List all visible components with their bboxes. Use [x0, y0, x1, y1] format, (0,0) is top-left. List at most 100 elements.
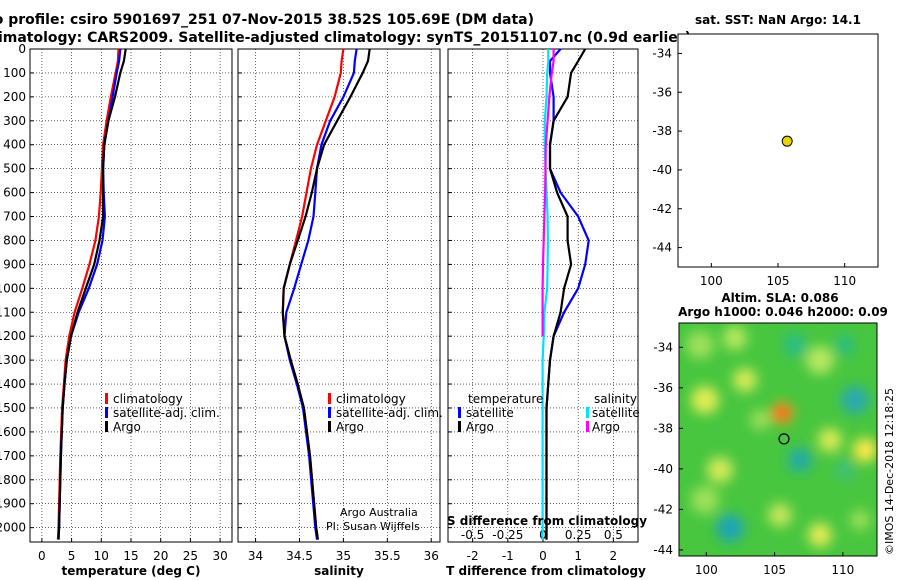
legend-argo-label: Argo	[336, 420, 364, 434]
diff-legend-sal-satellite-swatch	[586, 407, 589, 418]
legend-argo-swatch	[328, 421, 331, 432]
imos-watermark: ©IMOS 14-Dec-2018 12:18:25	[883, 388, 896, 555]
credit-line-2: PI: Susan Wijffels	[326, 520, 420, 533]
map-y-tick-label: -34	[652, 46, 672, 60]
sla-heatmap	[679, 323, 877, 556]
salinity-diff-tick-label: 0.5	[604, 528, 623, 542]
diff-legend-sal-argo-label: Argo	[592, 420, 620, 434]
difference-legend: temperature salinity satellite Argo sate…	[458, 392, 640, 434]
sst-map-frame	[677, 33, 879, 268]
series-line-argo	[281, 48, 371, 540]
x-tick-label: 30	[212, 549, 227, 563]
legend-argo-swatch	[105, 421, 108, 432]
diff-legend-temp-satellite-label: satellite	[466, 406, 514, 420]
credit-line-1: Argo Australia	[340, 506, 418, 519]
salinity-diff-tick-label: 0.25	[565, 528, 592, 542]
difference-x-label: T difference from climatology	[446, 564, 646, 578]
sst-map-title: sat. SST: NaN Argo: 14.1	[695, 13, 861, 27]
x-tick-label: 20	[153, 549, 168, 563]
depth-tick-label: 1300	[0, 353, 26, 367]
map-x-tick-label: 110	[833, 274, 856, 288]
sla-map-title: Altim. SLA: 0.086	[721, 291, 838, 305]
map-y-tick-label: -42	[653, 502, 673, 516]
legend-satellite-label: satellite-adj. clim.	[336, 406, 443, 420]
salinity-diff-tick-label: -0.5	[461, 528, 484, 542]
diff-salinity-axis-label: S difference from climatology	[447, 514, 647, 528]
legend-climatology-label: climatology	[336, 392, 406, 406]
legend-satellite-label: satellite-adj. clim.	[113, 406, 220, 420]
x-tick-label: 35	[336, 549, 351, 563]
diff-legend-temp-argo-swatch	[458, 421, 461, 432]
x-tick-label: 0	[38, 549, 46, 563]
map-x-tick-label: 110	[831, 563, 854, 577]
map-y-tick-label: -44	[652, 241, 672, 255]
depth-tick-label: 0	[18, 42, 26, 56]
x-tick-label: 25	[183, 549, 198, 563]
depth-tick-label: 900	[3, 257, 26, 271]
sst-argo-location-marker	[781, 135, 793, 147]
salinity-panel-frame	[237, 48, 441, 543]
depth-tick-label: 400	[3, 138, 26, 152]
x-tick-label: 36	[424, 549, 439, 563]
depth-tick-label: 800	[3, 233, 26, 247]
depth-tick-label: 700	[3, 210, 26, 224]
salinity-x-label: salinity	[314, 564, 364, 578]
x-tick-label: 2	[610, 549, 618, 563]
map-x-tick-label: 105	[763, 563, 786, 577]
depth-tick-label: 1800	[0, 473, 26, 487]
depth-tick-label: 300	[3, 114, 26, 128]
x-tick-label: 0	[539, 549, 547, 563]
map-y-tick-label: -40	[653, 462, 673, 476]
x-tick-label: 15	[123, 549, 138, 563]
series-line-temperature-argo	[545, 48, 587, 540]
x-tick-label: 1	[574, 549, 582, 563]
map-y-tick-label: -38	[652, 124, 672, 138]
map-y-tick-label: -36	[652, 85, 672, 99]
depth-tick-label: 1200	[0, 329, 26, 343]
x-tick-label: -2	[467, 549, 479, 563]
depth-tick-label: 1500	[0, 401, 26, 415]
map-x-tick-label: 105	[767, 274, 790, 288]
x-tick-label: 10	[94, 549, 109, 563]
map-y-tick-label: -42	[652, 202, 672, 216]
x-tick-label: 34	[248, 549, 263, 563]
legend-satellite-swatch	[105, 407, 108, 418]
depth-tick-label: 1600	[0, 425, 26, 439]
series-line-salinity-argo	[541, 49, 555, 337]
diff-legend-sal-argo-swatch	[586, 421, 589, 432]
diff-legend-temp-argo-label: Argo	[466, 420, 494, 434]
sla-map-subtitle: Argo h1000: 0.046 h2000: 0.09	[678, 305, 888, 319]
sla-argo-location-marker	[778, 433, 790, 445]
map-y-tick-label: -38	[653, 421, 673, 435]
map-y-tick-label: -34	[653, 340, 673, 354]
depth-tick-label: 100	[3, 66, 26, 80]
depth-tick-label: 2000	[0, 521, 26, 535]
temperature-x-label: temperature (deg C)	[62, 564, 201, 578]
map-x-tick-label: 100	[695, 563, 718, 577]
sla-map-frame	[678, 322, 878, 557]
diff-legend-temperature-header: temperature	[468, 392, 543, 406]
map-y-tick-label: -44	[653, 543, 673, 557]
x-tick-label: 35.5	[374, 549, 401, 563]
legend-argo-label: Argo	[113, 420, 141, 434]
legend-climatology-swatch	[328, 393, 331, 404]
x-tick-label: -1	[502, 549, 514, 563]
legend-satellite-swatch	[328, 407, 331, 418]
x-tick-label: 5	[68, 549, 76, 563]
legend-climatology-label: climatology	[113, 392, 183, 406]
depth-tick-label: 1700	[0, 449, 26, 463]
diff-legend-temp-satellite-swatch	[458, 407, 461, 418]
depth-tick-label: 500	[3, 162, 26, 176]
depth-tick-label: 600	[3, 186, 26, 200]
series-line-argo	[57, 48, 127, 540]
depth-tick-label: 1400	[0, 377, 26, 391]
salinity-legend: climatology satellite-adj. clim. Argo	[328, 392, 443, 434]
x-tick-label: 34.5	[286, 549, 313, 563]
depth-tick-label: 1000	[0, 281, 26, 295]
diff-legend-salinity-header: salinity	[594, 392, 637, 406]
map-x-tick-label: 100	[700, 274, 723, 288]
map-y-tick-label: -36	[653, 381, 673, 395]
legend-climatology-swatch	[105, 393, 108, 404]
